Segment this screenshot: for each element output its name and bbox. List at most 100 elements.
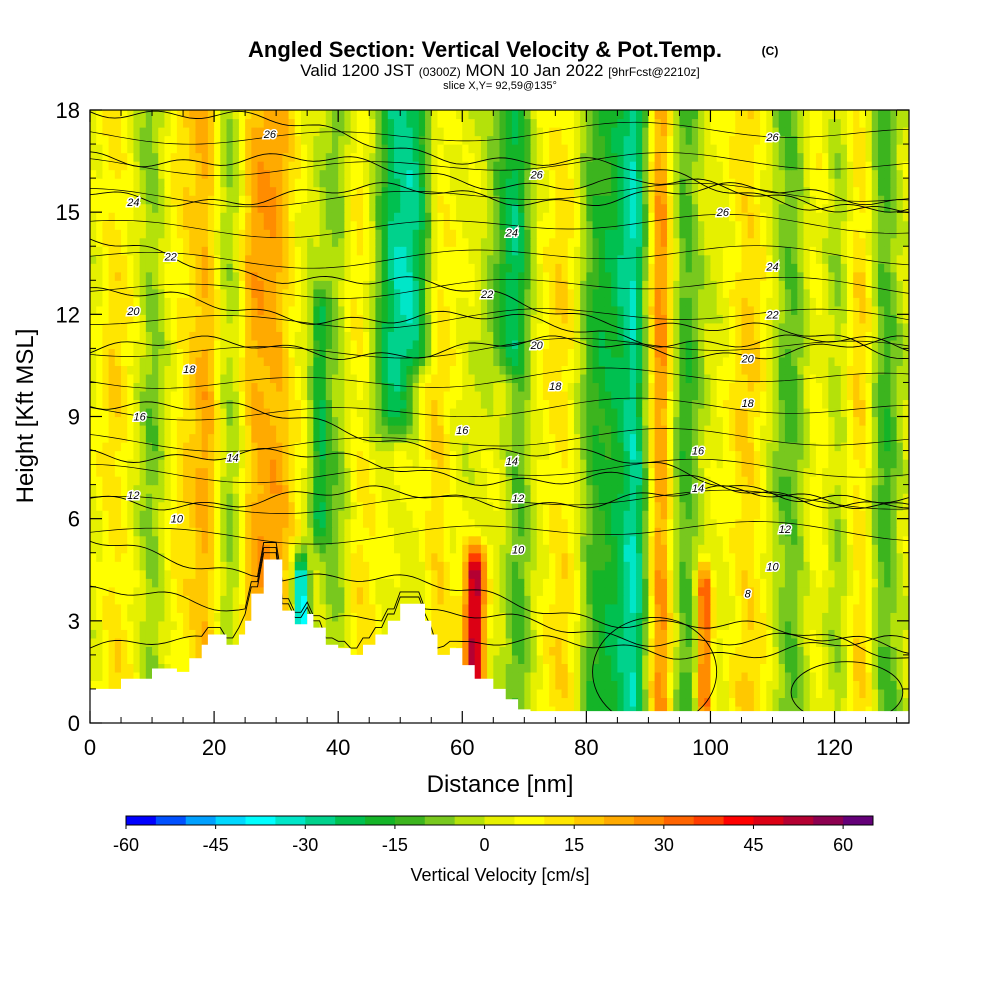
velocity-cell <box>176 535 184 545</box>
velocity-cell <box>549 637 556 647</box>
velocity-cell <box>555 510 563 520</box>
velocity-cell <box>375 595 383 605</box>
velocity-cell <box>127 552 135 562</box>
velocity-cell <box>629 578 637 588</box>
velocity-cell <box>542 544 550 554</box>
velocity-cell <box>443 501 451 511</box>
velocity-cell <box>96 569 103 579</box>
velocity-cell <box>220 527 228 537</box>
velocity-cell <box>183 569 190 579</box>
velocity-cell <box>474 654 482 664</box>
velocity-cell <box>760 493 767 503</box>
velocity-cell <box>474 603 482 613</box>
velocity-cell <box>890 442 898 452</box>
velocity-cell <box>425 459 432 469</box>
velocity-cell <box>890 620 898 630</box>
velocity-cell <box>673 425 681 435</box>
velocity-cell <box>710 442 718 452</box>
velocity-cell <box>797 416 805 426</box>
velocity-cell <box>729 552 736 562</box>
velocity-cell <box>313 510 321 520</box>
velocity-cell <box>598 518 606 528</box>
velocity-cell <box>505 493 513 503</box>
velocity-cell <box>561 407 569 418</box>
velocity-cell <box>760 586 767 596</box>
velocity-cell <box>468 603 476 613</box>
velocity-cell <box>604 612 612 622</box>
velocity-cell <box>412 484 420 494</box>
velocity-cell <box>617 467 625 477</box>
velocity-cell <box>859 680 867 690</box>
velocity-cell <box>152 459 159 469</box>
velocity-cell <box>437 527 445 537</box>
velocity-cell <box>133 527 141 537</box>
velocity-cell <box>164 629 172 639</box>
velocity-cell <box>784 671 792 682</box>
velocity-cell <box>766 663 774 673</box>
velocity-cell <box>493 433 501 443</box>
velocity-cell <box>791 586 798 596</box>
velocity-cell <box>549 705 556 716</box>
velocity-cell <box>183 595 190 605</box>
velocity-cell <box>778 629 786 639</box>
velocity-cell <box>363 552 370 562</box>
velocity-cell <box>108 433 116 443</box>
velocity-cell <box>369 620 376 630</box>
velocity-cell <box>220 425 228 435</box>
velocity-cell <box>902 476 909 486</box>
velocity-cell <box>573 544 581 554</box>
velocity-cell <box>505 476 513 486</box>
velocity-cell <box>300 493 308 503</box>
velocity-cell <box>722 442 730 452</box>
velocity-cell <box>642 425 649 435</box>
velocity-cell <box>375 578 383 588</box>
velocity-cell <box>338 595 345 605</box>
velocity-cell <box>840 484 848 494</box>
velocity-cell <box>679 518 687 528</box>
velocity-cell <box>530 561 538 571</box>
velocity-cell <box>456 620 463 630</box>
velocity-cell <box>456 629 463 639</box>
velocity-cell <box>673 680 681 690</box>
velocity-cell <box>499 578 507 588</box>
velocity-cell <box>127 433 135 443</box>
velocity-cell <box>356 450 364 460</box>
velocity-cell <box>598 705 606 716</box>
velocity-cell <box>828 433 836 443</box>
velocity-cell <box>158 484 166 494</box>
velocity-cell <box>499 561 507 571</box>
velocity-cell <box>716 527 724 537</box>
velocity-cell <box>220 603 228 613</box>
velocity-cell <box>636 484 643 494</box>
velocity-cell <box>592 484 600 494</box>
velocity-cell <box>338 586 345 596</box>
velocity-cell <box>418 578 426 588</box>
velocity-cell <box>853 680 860 690</box>
velocity-cell <box>803 680 811 690</box>
velocity-cell <box>803 637 811 647</box>
velocity-cell <box>667 569 674 579</box>
velocity-cell <box>443 407 451 418</box>
velocity-cell <box>617 705 625 716</box>
velocity-cell <box>121 407 128 418</box>
velocity-cell <box>784 646 792 656</box>
velocity-cell <box>493 425 501 435</box>
velocity-cell <box>853 654 860 664</box>
velocity-cell <box>96 493 103 503</box>
velocity-cell <box>282 416 290 426</box>
velocity-cell <box>170 620 178 630</box>
velocity-cell <box>660 637 668 647</box>
velocity-cell <box>220 612 228 622</box>
velocity-cell <box>853 484 860 494</box>
velocity-cell <box>834 654 842 664</box>
velocity-cell <box>685 518 693 528</box>
velocity-cell <box>623 688 631 699</box>
velocity-cell <box>207 442 215 452</box>
velocity-cell <box>673 697 681 707</box>
velocity-cell <box>363 620 370 630</box>
velocity-cell <box>406 552 414 562</box>
velocity-cell <box>139 476 147 486</box>
velocity-cell <box>356 561 364 571</box>
velocity-cell <box>108 544 116 554</box>
velocity-cell <box>654 697 662 707</box>
